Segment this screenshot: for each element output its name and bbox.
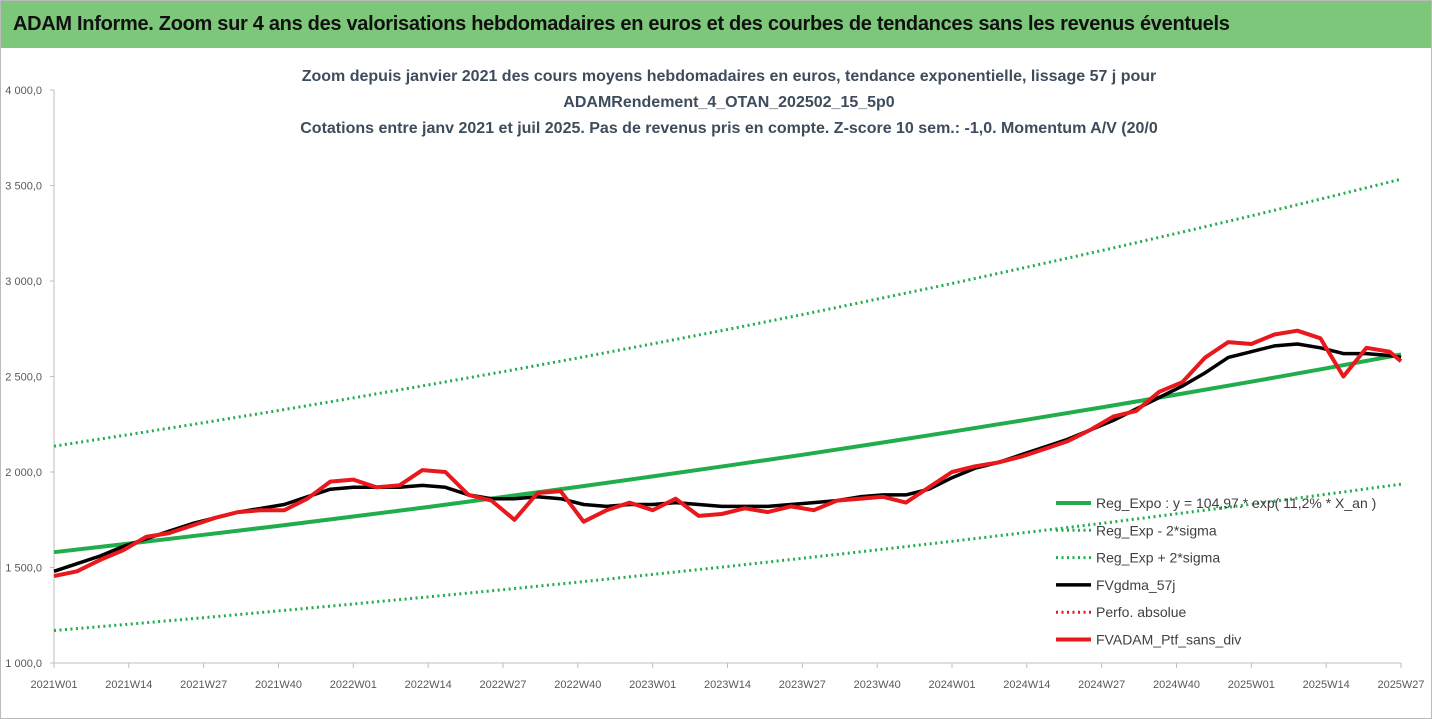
header-title: ADAM Informe. Zoom sur 4 ans des valoris… [13, 13, 1230, 35]
y-tick-label: 1 000,0 [5, 658, 42, 670]
x-tick-label: 2024W40 [1153, 679, 1200, 691]
x-tick-label: 2025W27 [1377, 679, 1424, 691]
x-tick-label: 2023W14 [704, 679, 751, 691]
y-tick-label: 3 000,0 [5, 276, 42, 288]
legend-label: Reg_Exp + 2*sigma [1096, 550, 1220, 566]
series-line [53, 328, 1403, 579]
x-tick-label: 2021W27 [180, 679, 227, 691]
x-tick-label: 2025W01 [1228, 679, 1275, 691]
y-tick-label: 2 500,0 [5, 372, 42, 384]
x-tick-label: 2021W14 [105, 679, 152, 691]
series-line [53, 482, 1402, 632]
series-line [53, 342, 1402, 573]
x-tick-label: 2022W01 [330, 679, 377, 691]
y-tick-label: 4 000,0 [5, 85, 42, 97]
legend-label: FVgdma_57j [1096, 577, 1175, 593]
x-tick-label: 2022W27 [479, 679, 526, 691]
x-tick-label: 2022W14 [405, 679, 452, 691]
x-tick-label: 2023W01 [629, 679, 676, 691]
y-tick-label: 2 000,0 [5, 467, 42, 479]
header-bar: ADAM Informe. Zoom sur 4 ans des valoris… [1, 1, 1431, 48]
x-tick-label: 2025W14 [1303, 679, 1350, 691]
chart-title: ADAMRendement_4_OTAN_202502_15_5p0 [563, 94, 895, 111]
y-tick-label: 3 500,0 [5, 181, 42, 193]
x-tick-label: 2021W01 [30, 679, 77, 691]
series-line [53, 177, 1402, 448]
x-tick-label: 2024W27 [1078, 679, 1125, 691]
legend-label: Perfo. absolue [1096, 604, 1186, 620]
series-line [53, 352, 1402, 555]
x-tick-label: 2021W40 [255, 679, 302, 691]
x-tick-label: 2024W01 [928, 679, 975, 691]
chart-title: Zoom depuis janvier 2021 des cours moyen… [302, 68, 1157, 85]
legend-label: Reg_Exp - 2*sigma [1096, 522, 1217, 538]
x-tick-label: 2024W14 [1003, 679, 1050, 691]
x-tick-label: 2023W40 [854, 679, 901, 691]
x-tick-label: 2022W40 [554, 679, 601, 691]
x-tick-label: 2023W27 [779, 679, 826, 691]
legend-label: Reg_Expo : y = 104,97.* exp( 11,2% * X_a… [1096, 495, 1376, 511]
chart-title: Cotations entre janv 2021 et juil 2025. … [300, 120, 1158, 137]
legend-label: FVADAM_Ptf_sans_div [1096, 632, 1241, 648]
y-tick-label: 1 500,0 [5, 563, 42, 575]
